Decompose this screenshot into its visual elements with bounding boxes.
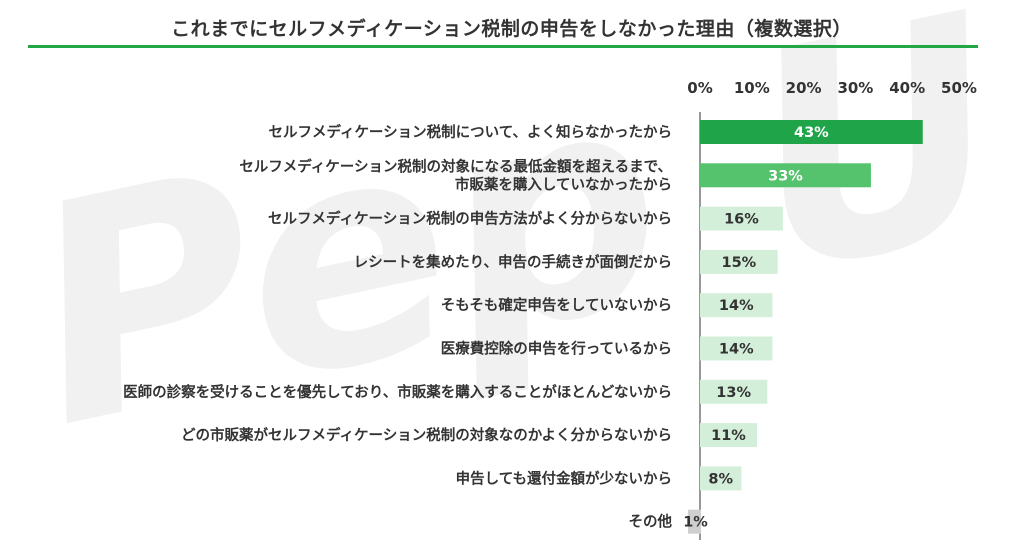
category-labels: セルフメディケーション税制について、よく知らなかったからセルフメディケーション税… (123, 123, 672, 531)
category-label: その他 (629, 513, 673, 531)
title-underline (28, 45, 978, 48)
data-labels: 43% 33% 16% 15% 14% 14% 13% 11% 8% 1% (683, 125, 829, 531)
x-tick-label: 30% (837, 79, 873, 97)
bar (688, 509, 701, 534)
data-label: 13% (716, 385, 751, 401)
bar (700, 163, 871, 188)
x-tick-label: 10% (734, 79, 770, 97)
bar (700, 120, 923, 144)
category-label: レシートを集めたり、申告の手続きが面倒だから (354, 253, 672, 271)
category-label: 医師の診察を受けることを優先しており、市販薬を購入することがほとんどないから (123, 383, 672, 401)
bar (700, 293, 773, 318)
data-label: 11% (711, 428, 746, 444)
chart-title: これまでにセルフメディケーション税制の申告をしなかった理由（複数選択） (171, 18, 852, 40)
x-tick-label: 0% (687, 79, 712, 97)
bar (700, 336, 773, 361)
bar (700, 379, 768, 404)
category-label: 市販薬を購入していなかったから (455, 175, 672, 193)
data-label: 14% (719, 342, 754, 358)
category-label: 申告しても還付金額が少ないから (456, 469, 672, 487)
bar (700, 466, 742, 491)
category-label: セルフメディケーション税制の対象になる最低金額を超えるまで、 (239, 157, 672, 175)
bar (700, 206, 783, 231)
data-label: 15% (721, 255, 756, 271)
data-label: 16% (724, 212, 759, 228)
x-tick-label: 40% (889, 79, 925, 97)
category-label: どの市販薬がセルフメディケーション税制の対象なのかよく分からないから (181, 426, 672, 444)
data-label: 8% (708, 471, 733, 487)
category-label: セルフメディケーション税制について、よく知らなかったから (268, 123, 672, 141)
bar (700, 249, 778, 274)
data-label: 14% (719, 298, 754, 314)
bar (700, 423, 757, 448)
x-tick-label: 20% (786, 79, 822, 97)
bars (688, 120, 923, 534)
category-label: 医療費控除の申告を行っているから (441, 340, 672, 358)
x-tick-label: 50% (941, 79, 977, 97)
category-label: セルフメディケーション税制の申告方法がよく分からないから (268, 210, 672, 228)
data-label: 1% (683, 515, 708, 531)
data-label: 43% (794, 125, 829, 141)
category-label: そもそも確定申告をしていないから (441, 296, 672, 314)
tick-labels: 0% 10% 20% 30% 40% 50% (687, 79, 977, 97)
data-label: 33% (768, 168, 803, 184)
